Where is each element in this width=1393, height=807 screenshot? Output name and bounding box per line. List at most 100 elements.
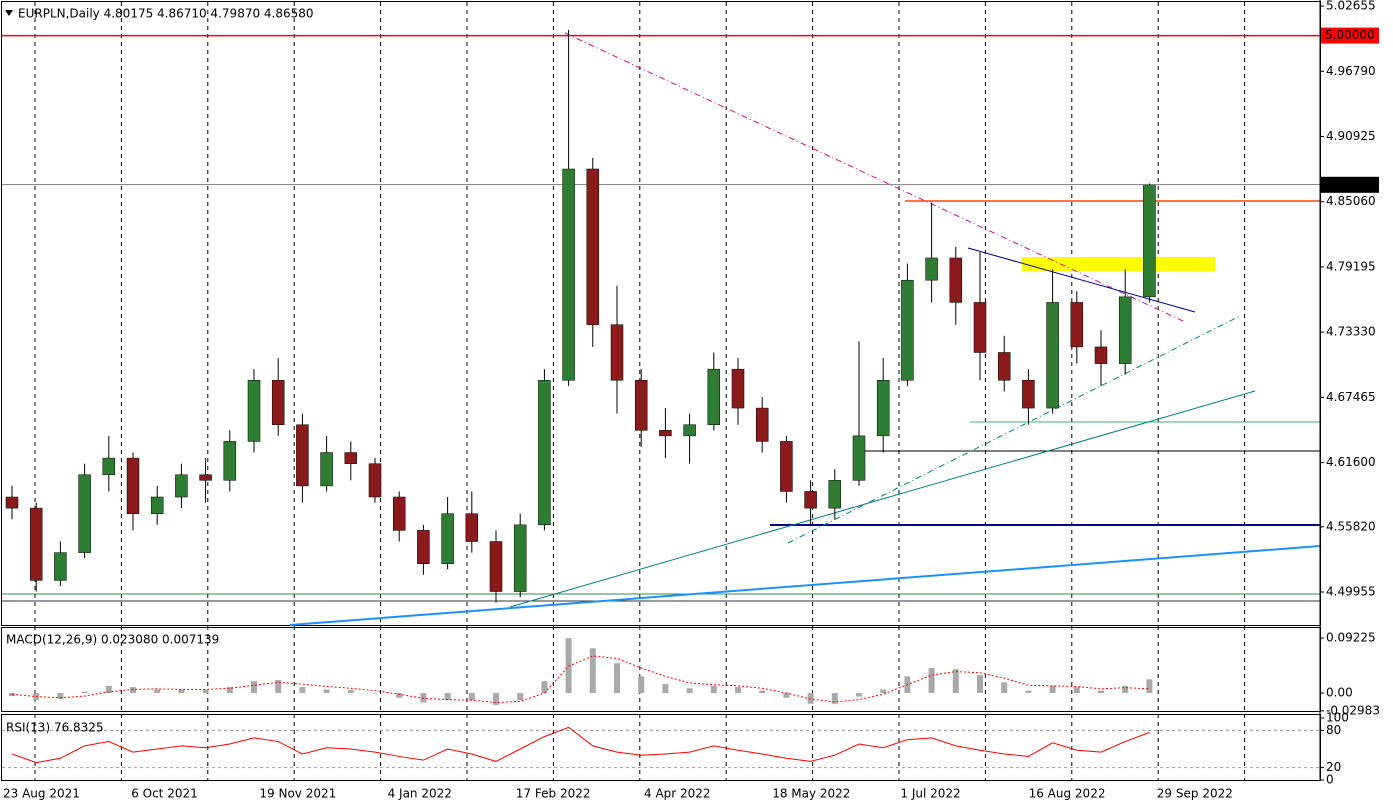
macd-bar [928, 667, 935, 694]
candle-body [876, 380, 890, 437]
macd-bar [831, 693, 838, 704]
y-tick-label: -0.02983 [1326, 703, 1380, 717]
macd-bar [977, 675, 983, 694]
drawings [2, 32, 1321, 626]
chart-title: EURPLN,Daily 4.80175 4.86710 4.79870 4.8… [18, 7, 314, 21]
candle-body [489, 541, 503, 592]
x-tick-label: 4 Apr 2022 [644, 787, 711, 801]
candle-body [901, 279, 914, 381]
x-tick-label: 23 Aug 2021 [3, 787, 80, 801]
highlight-zone [1022, 257, 1215, 271]
y-tick-label: 80 [1326, 723, 1341, 737]
macd-bar [710, 685, 717, 694]
x-tick-label: 19 Nov 2021 [259, 787, 336, 801]
candle-body [780, 441, 793, 492]
x-tick-label: 6 Oct 2021 [131, 787, 198, 801]
trend-line [564, 32, 1186, 323]
candle-body [1022, 380, 1035, 409]
candle-body [175, 474, 188, 498]
y-tick-label: 4.73330 [1326, 325, 1376, 339]
macd-bar [638, 676, 645, 694]
y-tick-label: 0.00 [1326, 686, 1353, 700]
candle-body [199, 474, 212, 481]
y-tick-label: 0 [1326, 773, 1334, 787]
macd-bar [396, 693, 403, 698]
candle-body [5, 496, 19, 509]
vertical-grid [34, 2, 1246, 780]
macd-bar [686, 688, 693, 694]
price-tag-label: 4.86580 [1325, 177, 1375, 191]
candle-body [320, 452, 333, 487]
candle-body [1070, 302, 1084, 348]
trend-line [787, 315, 1241, 544]
trend-line [509, 390, 1256, 608]
x-tick-label: 16 Aug 2022 [1029, 787, 1106, 801]
macd-bar [130, 687, 136, 694]
candle-body [925, 257, 938, 281]
x-tick-label: 1 Jul 2022 [900, 787, 960, 801]
candle-body [296, 424, 309, 487]
candle-body [610, 324, 624, 381]
y-tick-label: 4.55820 [1326, 519, 1376, 533]
macd-bar [420, 693, 427, 703]
candle-body [223, 441, 237, 481]
macd-bar [299, 687, 306, 694]
collapse-arrow [5, 10, 13, 16]
macd-bar [783, 693, 790, 698]
macd-bar [517, 693, 524, 701]
y-tick-label: 4.90925 [1326, 129, 1376, 143]
candle-body [344, 452, 358, 464]
candle-body [659, 430, 672, 437]
candle-body [755, 407, 769, 442]
candle-body [949, 257, 963, 303]
macd-bar [57, 693, 64, 700]
candle-body [441, 513, 454, 564]
macd-bar [468, 693, 475, 701]
macd-bar [735, 687, 741, 694]
macd-bar [1122, 685, 1129, 694]
macd-bar [323, 689, 330, 694]
candle-body [973, 302, 987, 353]
price-tag [1321, 27, 1379, 44]
rsi-line [11, 726, 1150, 764]
y-tick-label: 0.09225 [1326, 630, 1376, 644]
candle-body [731, 368, 745, 409]
macd-bar [1025, 690, 1032, 694]
trend-line [289, 545, 1321, 626]
macd-bar [251, 681, 257, 694]
x-tick-label: 4 Jan 2022 [388, 787, 452, 801]
y-tick-label: 5.02655 [1326, 0, 1376, 13]
macd-signal [11, 655, 1150, 704]
candle-body [804, 491, 817, 509]
macd-bar [880, 689, 887, 694]
macd-bar [589, 648, 596, 694]
y-tick-label: 4.96790 [1326, 64, 1376, 78]
y-tick-label: 100 [1326, 711, 1349, 725]
x-tick-label: 17 Feb 2022 [516, 787, 591, 801]
candle-body [634, 380, 648, 431]
candle-body [538, 380, 551, 526]
macd-bar [759, 690, 766, 694]
macd-bar [1146, 679, 1153, 694]
macd-bar [1073, 687, 1080, 694]
macd-bar [154, 689, 161, 694]
y-tick-label: 4.49955 [1326, 585, 1376, 599]
trend-line [967, 247, 1196, 313]
price-tag-label: 5.00000 [1325, 28, 1375, 42]
macd-bar [1049, 685, 1056, 694]
candle-body [126, 457, 140, 514]
candle-body [513, 524, 527, 592]
macd-bar [856, 693, 862, 697]
candle-body [1046, 302, 1059, 409]
macd-bar [275, 679, 282, 694]
macd-bar [541, 681, 548, 694]
candle-body [683, 424, 696, 437]
candle-body [1143, 184, 1156, 298]
candle-body [465, 513, 479, 542]
x-tick-label: 18 May 2022 [772, 787, 850, 801]
macd-label: MACD(12,26,9) 0.023080 0.007139 [6, 633, 219, 647]
candle-body [247, 380, 261, 442]
